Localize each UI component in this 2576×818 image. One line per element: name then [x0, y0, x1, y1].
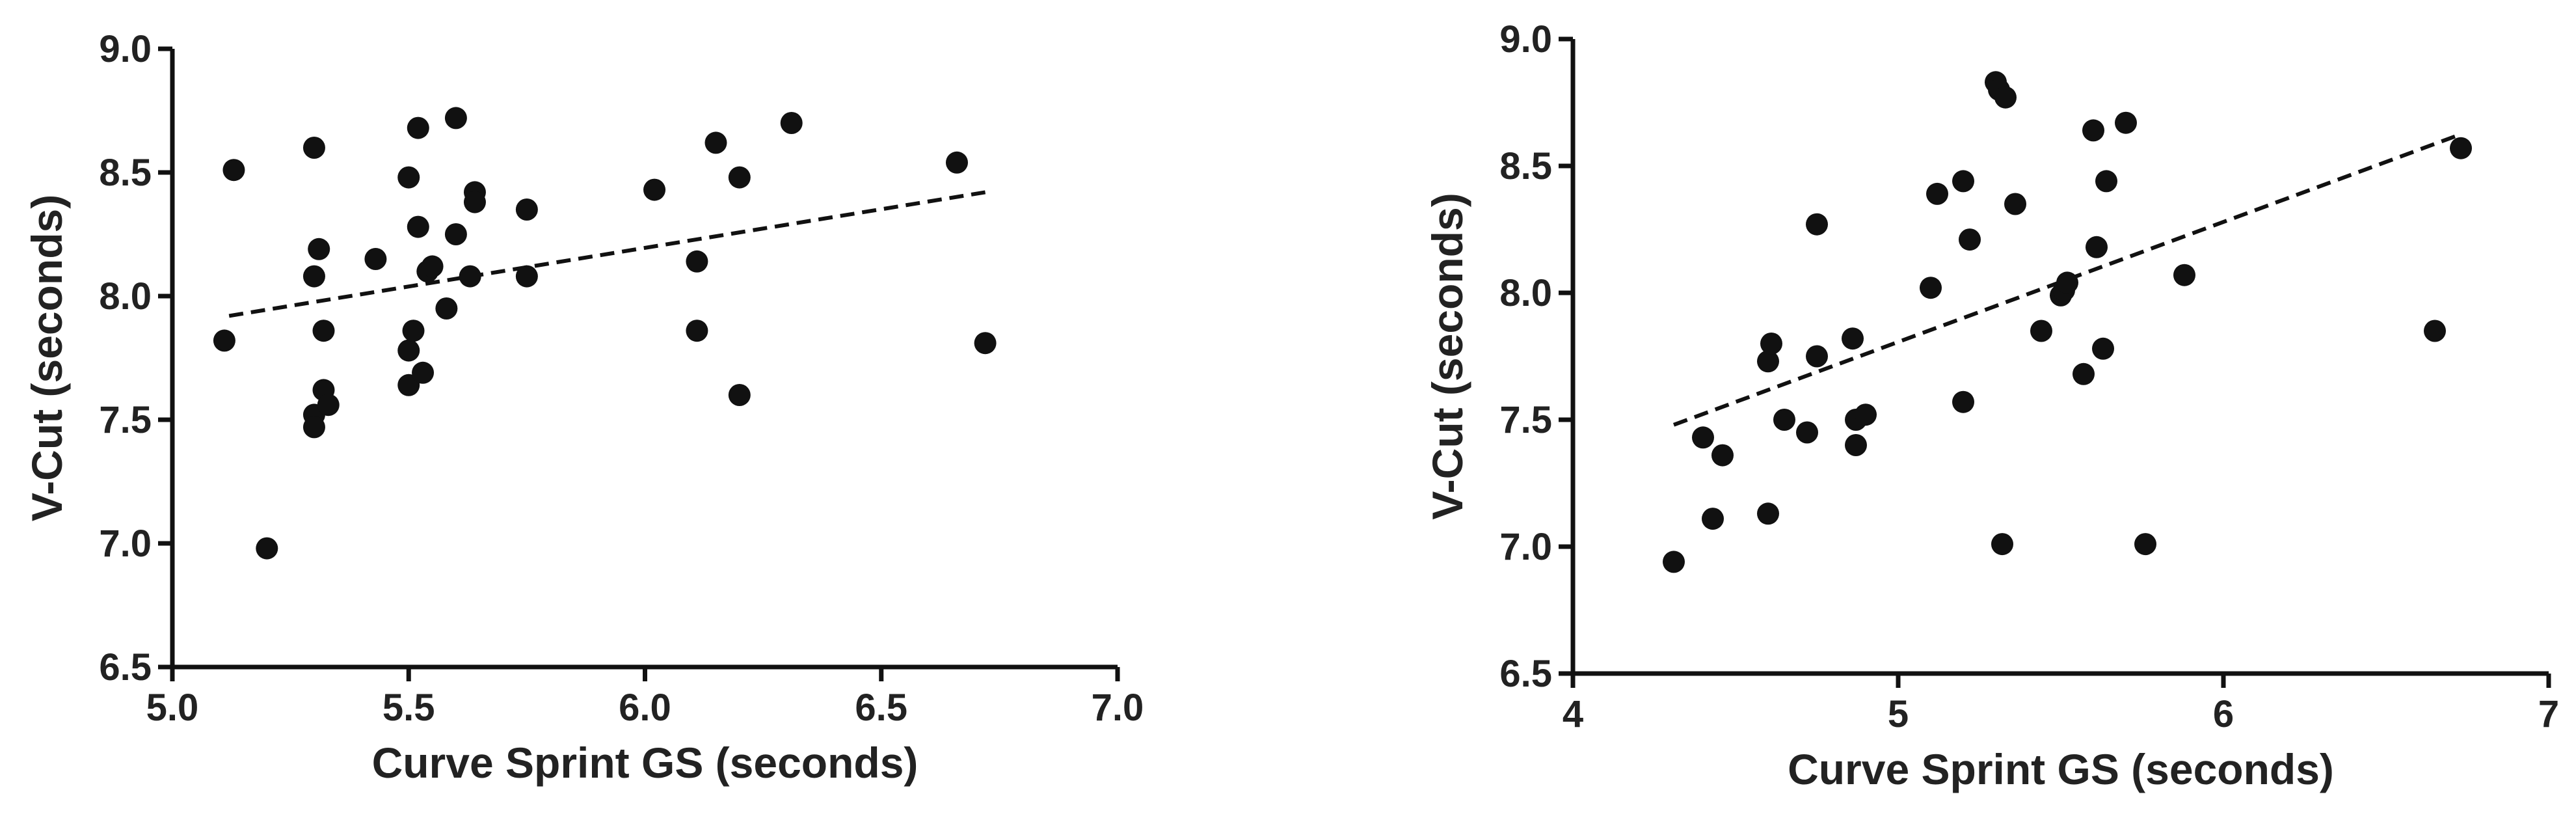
x-tick-label: 6.5 [855, 687, 907, 729]
data-point [1845, 434, 1867, 456]
data-point [463, 191, 486, 213]
y-axis-title: V-Cut (seconds) [23, 195, 71, 521]
data-point [728, 166, 751, 189]
data-point [686, 250, 708, 273]
y-tick-label: 6.5 [99, 646, 152, 688]
data-point [302, 265, 325, 288]
data-point [444, 223, 467, 245]
data-point [1952, 170, 1974, 193]
data-point [515, 198, 538, 221]
data-point [2450, 137, 2472, 159]
data-point [1920, 277, 1942, 299]
y-tick-label: 9.0 [99, 28, 152, 70]
data-point [728, 384, 751, 406]
data-point [2073, 362, 2095, 385]
data-point [2115, 111, 2137, 134]
x-tick-label: 4 [1563, 693, 1583, 735]
data-point [302, 137, 325, 159]
data-point [397, 166, 420, 189]
data-point [2134, 533, 2156, 556]
y-tick-label: 7.5 [99, 399, 152, 441]
data-point [1773, 409, 1795, 431]
data-point [704, 131, 727, 154]
x-tick-label: 6.0 [619, 687, 671, 729]
data-point [213, 329, 235, 352]
data-point [2424, 320, 2446, 342]
data-point [1663, 551, 1685, 573]
data-point [945, 151, 968, 174]
y-tick-label: 6.5 [1499, 653, 1552, 695]
data-point [2092, 337, 2114, 360]
data-point [444, 107, 467, 130]
x-tick-label: 7.0 [1092, 687, 1144, 729]
data-point [2030, 320, 2052, 342]
data-point [421, 255, 444, 278]
y-tick-label: 9.0 [1499, 18, 1552, 61]
data-point [1711, 444, 1734, 467]
data-point [222, 159, 245, 182]
x-axis-title: Curve Sprint GS (seconds) [1788, 745, 2334, 793]
data-point [2056, 271, 2078, 294]
data-point [1757, 502, 1779, 525]
data-point [407, 116, 429, 139]
y-tick-label: 8.0 [1499, 272, 1552, 314]
data-point [643, 178, 666, 201]
data-point [1702, 508, 1724, 530]
data-point [2004, 193, 2026, 215]
y-axis-title: V-Cut (seconds) [1423, 193, 1471, 519]
x-tick-label: 5.5 [382, 687, 435, 729]
data-point [2173, 264, 2195, 286]
data-point [397, 339, 420, 362]
x-tick-label: 7 [2538, 693, 2559, 735]
data-point [974, 332, 997, 355]
y-tick-label: 7.0 [1499, 526, 1552, 568]
data-point [1796, 421, 1818, 444]
x-tick-label: 6 [2213, 693, 2234, 735]
y-tick-label: 7.0 [99, 523, 152, 565]
y-tick-label: 8.5 [99, 152, 152, 194]
data-point [407, 215, 429, 238]
data-point [1760, 333, 1782, 355]
data-point [435, 297, 458, 320]
x-tick-label: 5 [1888, 693, 1909, 735]
data-point [1757, 350, 1779, 373]
data-point [2086, 236, 2108, 258]
data-point [302, 416, 325, 439]
data-point [1952, 390, 1974, 413]
y-tick-label: 8.0 [99, 275, 152, 318]
trend-line [1672, 133, 2459, 427]
y-tick-label: 8.5 [1499, 145, 1552, 187]
data-point [364, 248, 387, 270]
data-point [308, 238, 330, 260]
data-point [515, 265, 538, 288]
data-point [256, 537, 278, 560]
data-point [1994, 86, 2017, 109]
y-tick-label: 7.5 [1499, 399, 1552, 441]
data-point [780, 112, 803, 134]
trend-line [228, 190, 986, 318]
data-point [1806, 345, 1828, 368]
data-point [1926, 182, 1948, 205]
data-point [2095, 170, 2117, 193]
data-point [686, 320, 708, 342]
chart-panel-1: 6.5 7.0 7.5 8.0 8.5 9.0 5.0 5.5 6.0 6.5 7.0 Curve S… [23, 28, 1144, 787]
data-point [312, 320, 335, 342]
data-point [1692, 426, 1714, 449]
data-point [402, 320, 425, 342]
data-point [317, 394, 340, 416]
data-point [1806, 213, 1828, 236]
data-point [412, 361, 435, 384]
data-point [1959, 228, 1981, 251]
chart-panel-2: 6.5 7.0 7.5 8.0 8.5 9.0 4 5 6 7 Curve Sprint GS (s… [1423, 18, 2559, 793]
data-point [459, 265, 481, 288]
x-axis-title: Curve Sprint GS (seconds) [372, 739, 919, 787]
data-point [1855, 403, 1877, 426]
data-point [2082, 119, 2104, 142]
data-point [1991, 533, 2013, 556]
data-point [1842, 327, 1864, 350]
x-tick-label: 5.0 [146, 687, 199, 729]
